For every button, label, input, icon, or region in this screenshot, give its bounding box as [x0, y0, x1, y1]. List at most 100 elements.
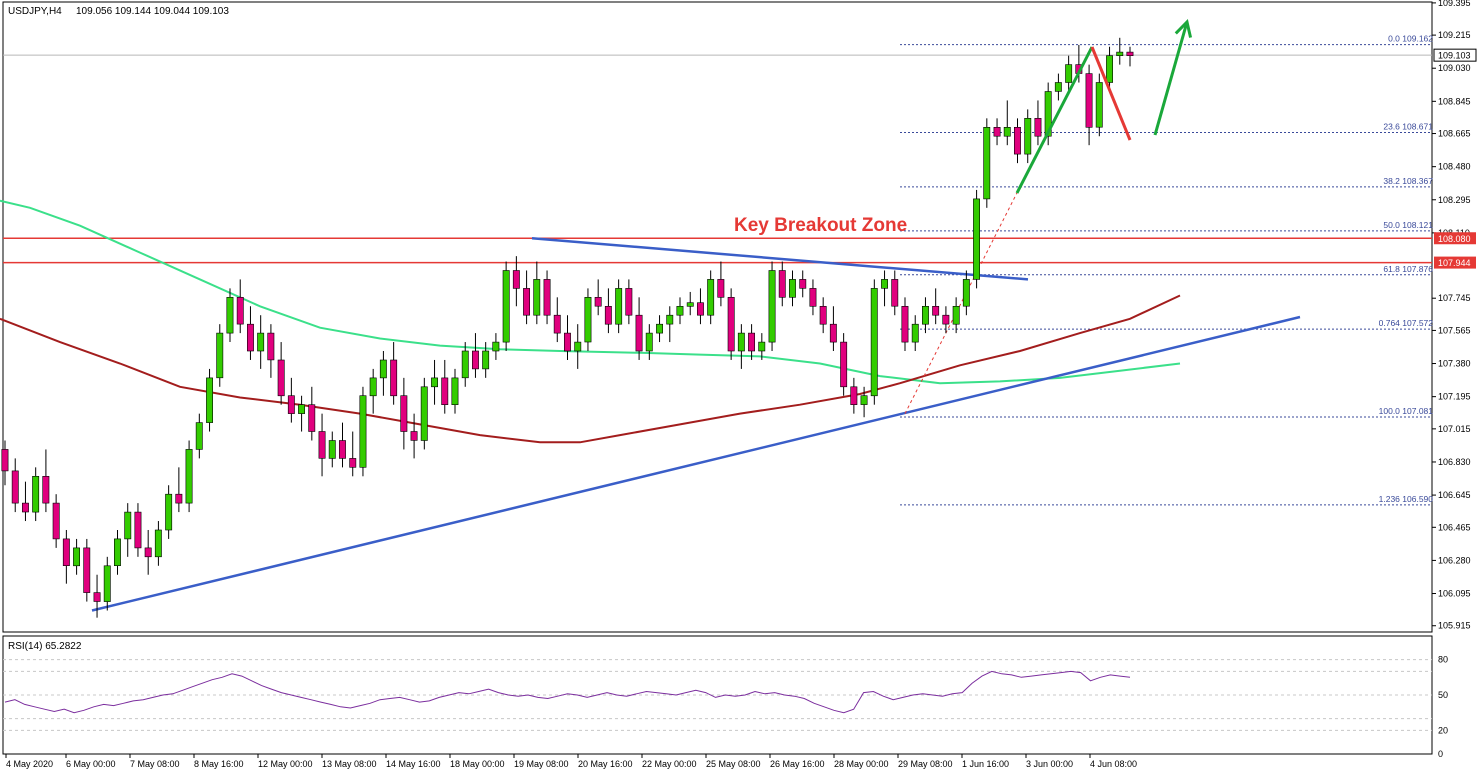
candle [563, 315, 571, 360]
price-tick-label: 107.565 [1438, 325, 1471, 335]
candle [523, 270, 531, 325]
candle-body [533, 279, 541, 316]
price-tick-label: 107.015 [1438, 424, 1471, 434]
candle [144, 529, 152, 575]
candle [983, 118, 991, 208]
candle-body [400, 395, 408, 432]
candle [799, 270, 807, 298]
candle [379, 351, 387, 396]
candle-body [21, 502, 29, 513]
candle-body [195, 422, 203, 450]
price-axis: 109.395 109.215 109.030 108.845 108.665 108.4… [1432, 0, 1477, 631]
candle-body [635, 314, 643, 352]
arrows [1015, 18, 1193, 194]
candle-body [594, 296, 602, 307]
time-tick-label: 13 May 08:00 [322, 759, 377, 769]
resistance-price-1: 108.080 [1438, 234, 1471, 244]
candle-body [717, 279, 725, 298]
candle-body [461, 350, 469, 379]
candle [11, 458, 19, 513]
price-tick-label: 106.465 [1438, 522, 1471, 532]
candle-body [73, 547, 81, 567]
price-tick-label: 107.380 [1438, 359, 1471, 369]
candle-body [134, 511, 142, 549]
candle-body [93, 592, 101, 602]
candle-body [83, 547, 91, 593]
candle [850, 377, 858, 414]
price-tick-label: 109.215 [1438, 30, 1471, 40]
candle [216, 324, 224, 387]
candle-body [911, 323, 919, 343]
candle [635, 297, 643, 360]
candle-body [206, 377, 213, 423]
candle-body [778, 270, 786, 298]
candle-body [625, 288, 633, 316]
candle-body [615, 288, 623, 325]
candle-body [901, 305, 909, 343]
header-symbol: USDJPY,H4 [8, 6, 62, 17]
candle-body [645, 332, 653, 352]
candle [574, 324, 582, 369]
candle [686, 291, 694, 316]
candle [737, 324, 745, 369]
candle-body [584, 296, 592, 343]
candle-body [216, 332, 224, 379]
candle [1106, 46, 1114, 92]
candle [308, 386, 316, 441]
candle [1, 440, 9, 486]
candle [114, 529, 121, 575]
candle-body [124, 511, 132, 540]
candle-body [298, 404, 305, 414]
resistance-price-2-box [1434, 256, 1476, 269]
time-tick-label: 4 May 2020 [6, 759, 53, 769]
candle-body [379, 359, 387, 379]
candle-body [727, 296, 735, 352]
candle-body [758, 341, 766, 352]
candle-body [154, 529, 162, 558]
candle-body [952, 305, 960, 325]
candle-body [359, 395, 367, 468]
candle [543, 270, 551, 325]
time-tick-label: 8 May 16:00 [194, 759, 244, 769]
candle [707, 270, 715, 325]
candle-body [52, 502, 60, 540]
candle-body [318, 431, 326, 459]
candle [492, 333, 500, 360]
candle [226, 288, 234, 343]
fib-level-label: 50.0 108.121 [1383, 220, 1433, 230]
candle-body [799, 279, 807, 289]
time-tick-label: 3 Jun 00:00 [1026, 759, 1073, 769]
fib-level-label: 0.0 109.162 [1388, 34, 1433, 44]
candle-body [512, 270, 520, 289]
candle [952, 297, 960, 334]
candle-body [236, 296, 244, 325]
candle-body [1044, 91, 1052, 137]
candle-body [696, 302, 704, 316]
rsi-tick-label: 80 [1438, 655, 1448, 665]
candle-body [175, 493, 183, 504]
candle-body [1054, 82, 1062, 92]
candle [461, 342, 469, 387]
fib-level-label: 1.236 106.590 [1379, 494, 1434, 504]
support-trendline [91, 315, 1301, 612]
candle-body [349, 458, 357, 468]
time-tick-label: 20 May 16:00 [578, 759, 633, 769]
price-tick-label: 109.030 [1438, 63, 1471, 73]
resistance-price-2: 107.944 [1438, 258, 1471, 268]
time-tick-label: 19 May 08:00 [514, 759, 569, 769]
candle [717, 261, 725, 307]
candle-body [42, 475, 50, 504]
candle-body [338, 440, 346, 459]
candle [901, 297, 909, 352]
candle [287, 377, 295, 423]
candle-body [369, 377, 377, 397]
arrow-head [1174, 18, 1193, 38]
candle-body [103, 565, 111, 602]
candle-body [676, 305, 684, 316]
candle-body [737, 332, 745, 352]
candle-body [226, 296, 234, 334]
candle-body [656, 323, 664, 334]
candle-body [62, 538, 70, 567]
candle-body [1, 449, 9, 472]
